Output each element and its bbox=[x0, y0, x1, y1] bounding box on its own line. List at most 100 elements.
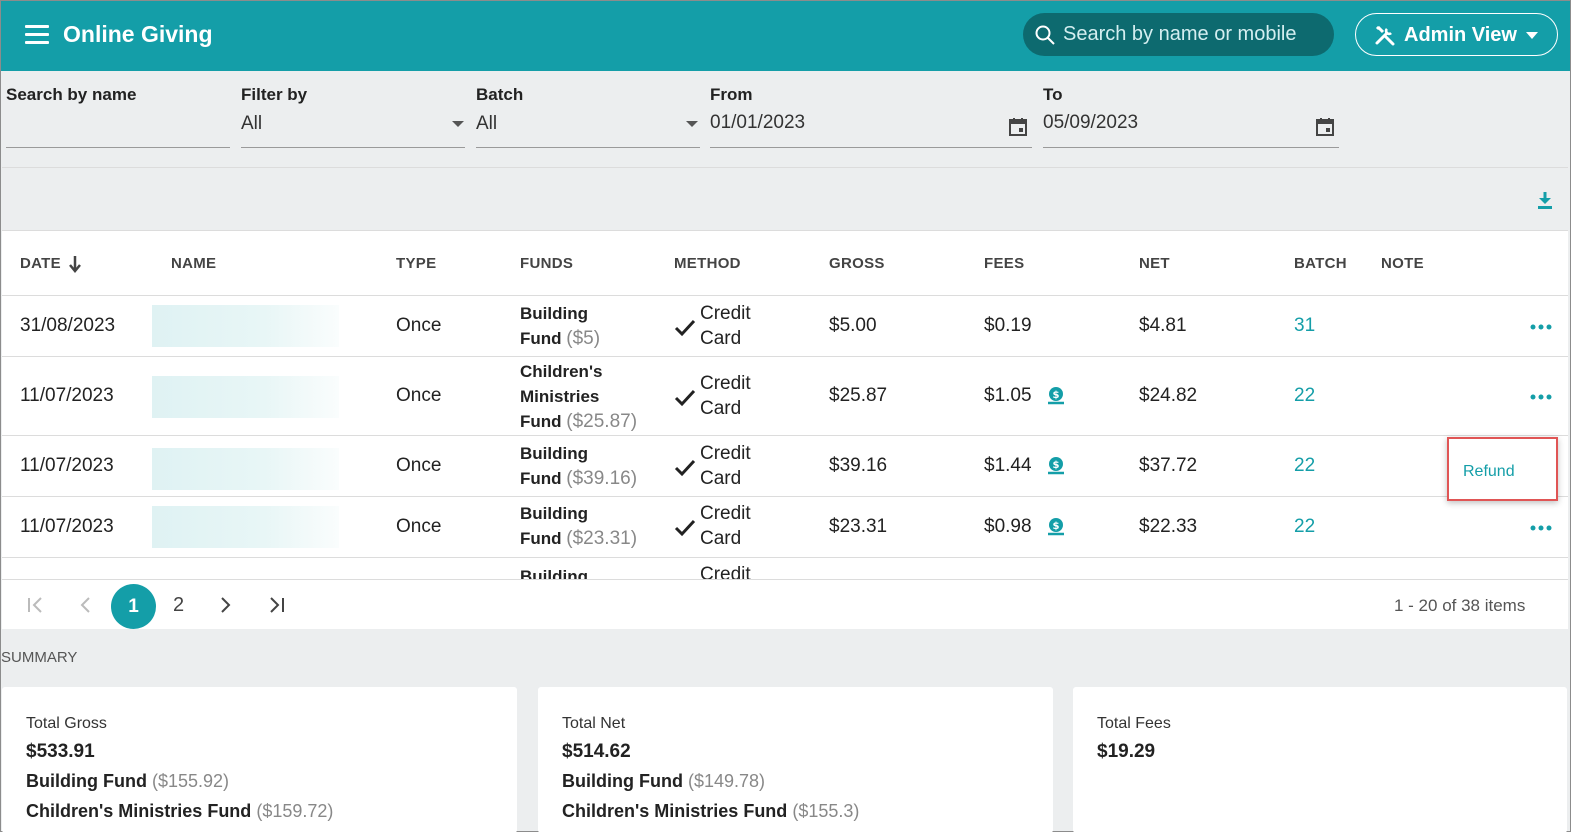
column-header-date[interactable]: DATE bbox=[20, 255, 81, 273]
row-net: $4.81 bbox=[1139, 315, 1187, 336]
row-gross: $5.00 bbox=[829, 315, 877, 336]
row-batch-link[interactable]: 22 bbox=[1294, 455, 1316, 476]
last-page-icon[interactable] bbox=[266, 596, 286, 614]
fund-amount: ($5) bbox=[566, 328, 601, 349]
row-funds: Children's Ministries Fund ($25.87) bbox=[520, 359, 637, 434]
sort-down-icon bbox=[69, 256, 81, 273]
fund-amount: ($159.72) bbox=[256, 801, 334, 821]
column-header-name[interactable]: NAME bbox=[171, 255, 217, 272]
more-options-icon[interactable] bbox=[1530, 524, 1552, 532]
row-gross: $25.87 bbox=[829, 385, 888, 406]
column-header-note[interactable]: NOTE bbox=[1381, 255, 1424, 272]
fee-refund-icon[interactable]: $ bbox=[1046, 517, 1066, 537]
grid-toolbar bbox=[2, 167, 1568, 231]
row-net: $22.33 bbox=[1139, 516, 1198, 537]
row-batch-link[interactable]: 22 bbox=[1294, 385, 1316, 406]
calendar-icon[interactable] bbox=[1008, 117, 1028, 137]
global-search-input[interactable] bbox=[1063, 21, 1325, 48]
fund-name-line: Fund bbox=[520, 412, 562, 431]
svg-text:$: $ bbox=[1053, 460, 1060, 471]
fee-refund-icon[interactable]: $ bbox=[1046, 456, 1066, 476]
batch-dropdown[interactable]: Batch All bbox=[476, 85, 700, 148]
page-button-current[interactable]: 1 bbox=[111, 584, 156, 629]
admin-view-button[interactable]: Admin View bbox=[1355, 13, 1558, 56]
row-type: Once bbox=[396, 385, 442, 406]
svg-text:$: $ bbox=[1053, 390, 1060, 401]
row-funds: Building Fund ($39.16) bbox=[520, 441, 637, 491]
column-header-gross[interactable]: GROSS bbox=[829, 255, 885, 272]
next-page-icon[interactable] bbox=[219, 596, 233, 614]
table-row[interactable]: 11/07/2023 Once Children's Ministries Fu… bbox=[2, 357, 1568, 436]
to-label: To bbox=[1043, 85, 1063, 104]
check-icon bbox=[674, 389, 696, 407]
table-row[interactable]: 31/08/2023 Once Building Fund ($5) Credi… bbox=[2, 297, 1568, 357]
batch-label: Batch bbox=[476, 85, 524, 104]
search-icon bbox=[1035, 25, 1055, 45]
from-date-field[interactable]: From 01/01/2023 bbox=[710, 85, 1032, 148]
column-header-method[interactable]: METHOD bbox=[674, 255, 741, 272]
column-header-funds[interactable]: FUNDS bbox=[520, 255, 574, 272]
row-funds: Building Fund ($5) bbox=[520, 301, 600, 351]
table-row[interactable]: 11/07/2023 Once Building Fund ($39.16) C… bbox=[2, 436, 1568, 497]
table-row[interactable]: Building Credit bbox=[2, 558, 1568, 579]
row-batch-link[interactable]: 22 bbox=[1294, 516, 1316, 537]
fund-name: Children's Ministries Fund bbox=[562, 801, 788, 821]
fund-name-line: Building bbox=[520, 504, 588, 523]
card-title: Total Fees bbox=[1097, 715, 1171, 732]
refund-menu: Refund bbox=[1447, 437, 1558, 501]
calendar-icon[interactable] bbox=[1315, 117, 1335, 137]
previous-page-icon[interactable] bbox=[78, 596, 92, 614]
summary-card-net: Total Net $514.62 Building Fund ($149.78… bbox=[538, 687, 1053, 832]
menu-icon[interactable] bbox=[25, 25, 49, 45]
more-options-icon[interactable] bbox=[1530, 323, 1552, 331]
tools-icon bbox=[1375, 25, 1395, 46]
card-title: Total Net bbox=[562, 715, 626, 732]
row-type: Once bbox=[396, 315, 442, 336]
chevron-down-icon bbox=[1526, 32, 1538, 39]
row-date: 11/07/2023 bbox=[20, 455, 114, 476]
fund-amount: ($149.78) bbox=[687, 771, 766, 791]
row-name-redacted bbox=[152, 305, 339, 347]
method-line: Card bbox=[700, 328, 742, 349]
fee-refund-icon[interactable]: $ bbox=[1046, 386, 1066, 406]
row-date: 11/07/2023 bbox=[20, 385, 114, 406]
download-icon[interactable] bbox=[1535, 190, 1555, 210]
summary-heading: SUMMARY bbox=[1, 649, 78, 666]
row-fees: $1.05 bbox=[984, 385, 1032, 406]
to-date-field[interactable]: To 05/09/2023 bbox=[1043, 85, 1339, 148]
first-page-icon[interactable] bbox=[26, 596, 46, 614]
summary-card-gross: Total Gross $533.91 Building Fund ($155.… bbox=[2, 687, 517, 832]
filter-by-dropdown[interactable]: Filter by All bbox=[241, 85, 465, 148]
card-title: Total Gross bbox=[26, 715, 107, 732]
row-batch-link[interactable]: 31 bbox=[1294, 315, 1316, 336]
row-gross: $23.31 bbox=[829, 516, 888, 537]
search-by-name-filter[interactable]: Search by name bbox=[6, 85, 230, 148]
row-name-redacted bbox=[152, 448, 339, 490]
fund-name-line: Ministries bbox=[520, 387, 600, 406]
card-total: $19.29 bbox=[1097, 741, 1156, 762]
column-header-batch[interactable]: BATCH bbox=[1294, 255, 1347, 272]
method-line: Credit bbox=[700, 503, 751, 524]
row-name-redacted bbox=[152, 506, 339, 548]
column-header-net[interactable]: NET bbox=[1139, 255, 1170, 272]
method-line: Card bbox=[700, 468, 742, 489]
table-row[interactable]: 11/07/2023 Once Building Fund ($23.31) C… bbox=[2, 497, 1568, 558]
more-options-icon[interactable] bbox=[1530, 393, 1552, 401]
divider bbox=[6, 147, 230, 148]
check-icon bbox=[674, 519, 696, 537]
to-value: 05/09/2023 bbox=[1043, 112, 1139, 133]
pager: 1 2 1 - 20 of 38 items bbox=[2, 579, 1568, 629]
page-button[interactable]: 2 bbox=[173, 594, 185, 616]
divider bbox=[1043, 147, 1339, 148]
column-header-type[interactable]: TYPE bbox=[396, 255, 437, 272]
column-header-label: DATE bbox=[20, 255, 61, 272]
giving-grid: DATE NAME TYPE FUNDS METHOD GROSS FEES N… bbox=[2, 167, 1568, 629]
global-search[interactable] bbox=[1023, 13, 1334, 56]
divider bbox=[710, 147, 1032, 148]
fund-name-line: Fund bbox=[520, 469, 562, 488]
column-header-fees[interactable]: FEES bbox=[984, 255, 1025, 272]
from-label: From bbox=[710, 85, 753, 104]
row-fees: $1.44 bbox=[984, 455, 1032, 476]
refund-menu-item[interactable]: Refund bbox=[1463, 463, 1515, 480]
fund-name: Children's Ministries Fund bbox=[26, 801, 252, 821]
